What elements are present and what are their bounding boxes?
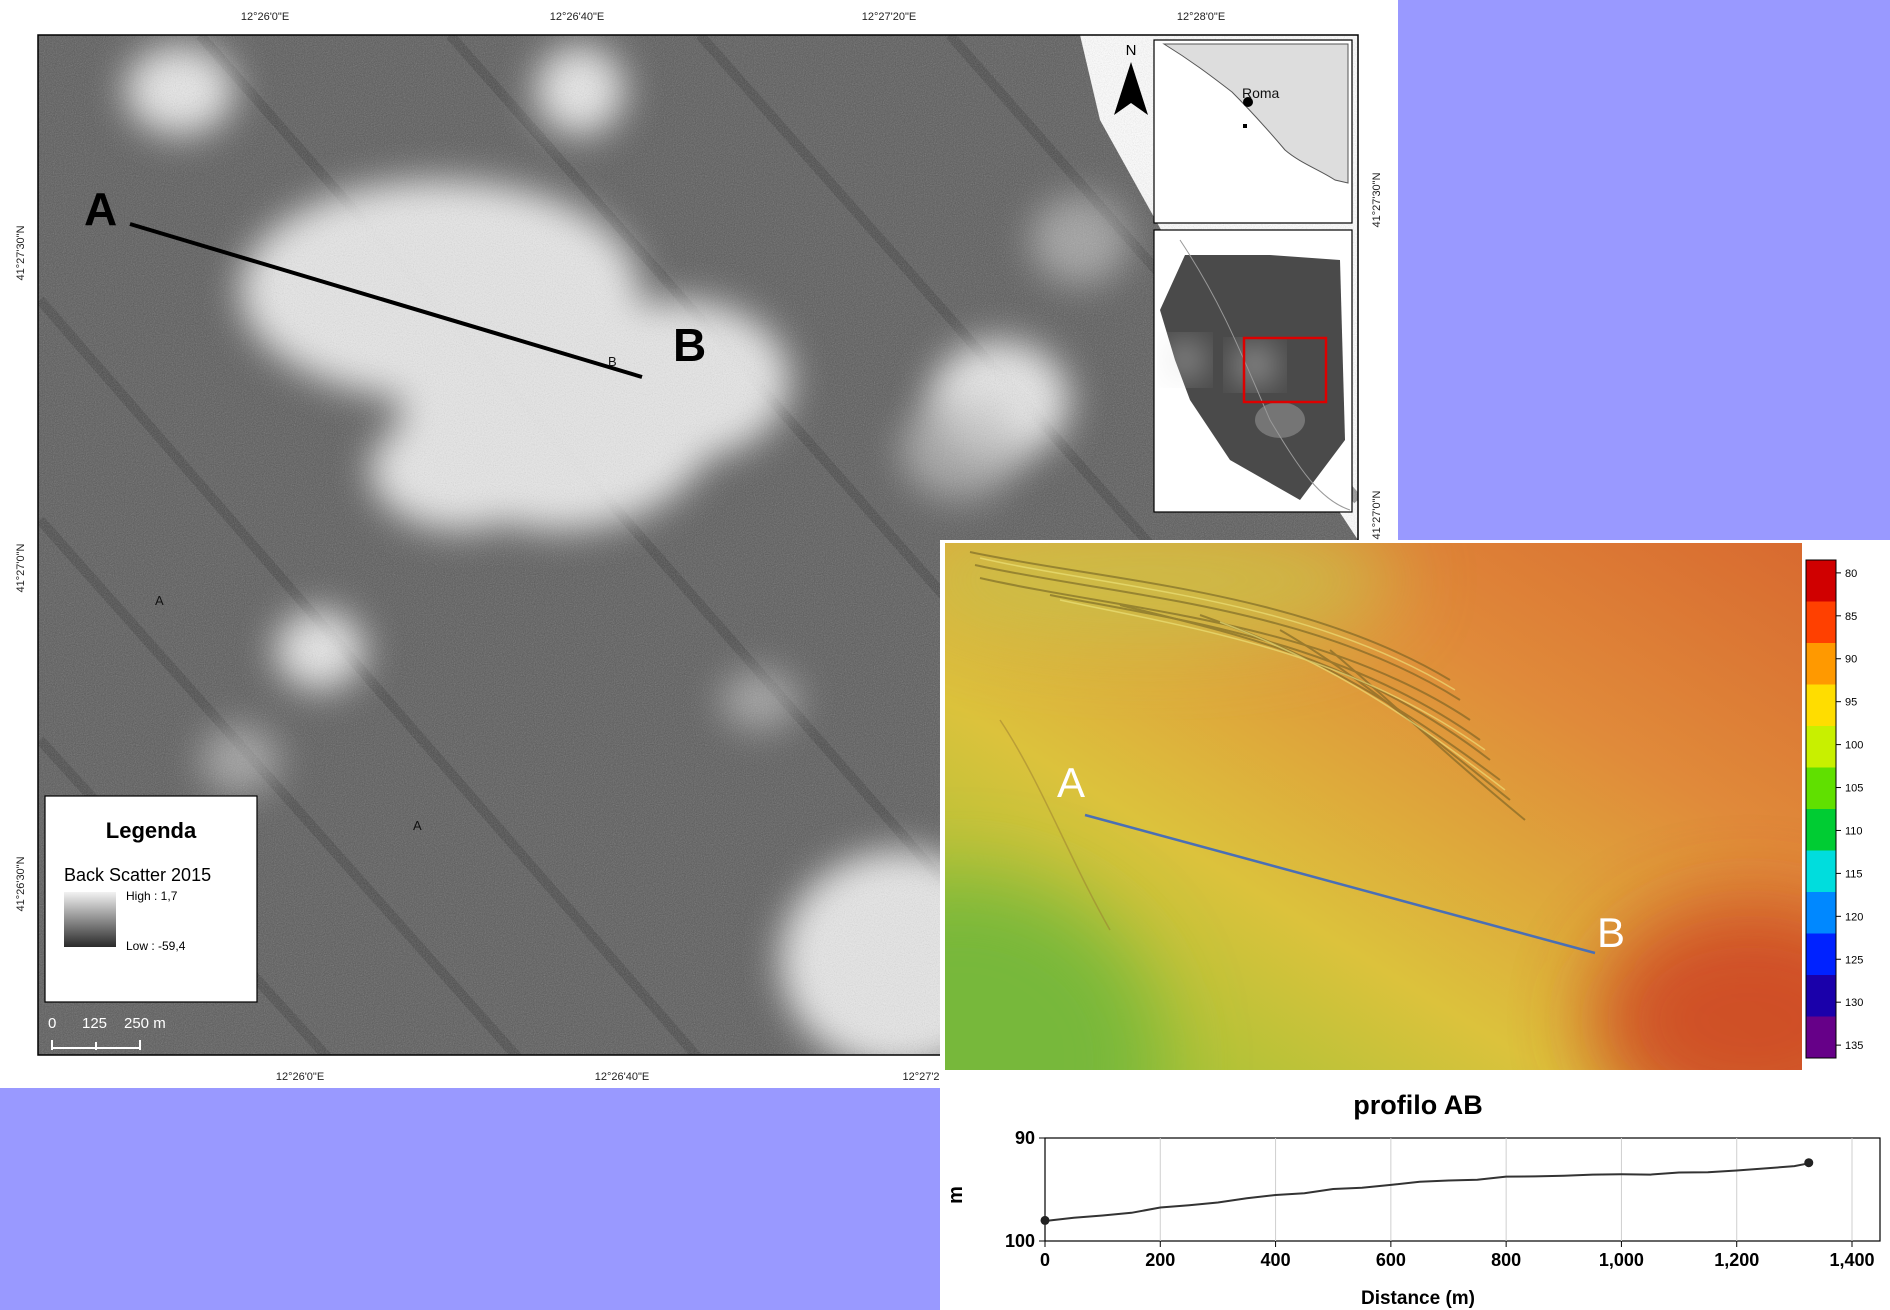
colorbar-segment (1806, 560, 1836, 602)
colorbar-segment (1806, 767, 1836, 810)
bottom-tick-label: 12°26'0"E (276, 1071, 324, 1083)
small-label: B (608, 354, 617, 369)
colorbar-segment (1806, 684, 1836, 727)
left-tick-label: 41°27'30"N (15, 225, 27, 280)
x-tick-label: 1,200 (1714, 1250, 1759, 1270)
inset-location-map: Roma (1153, 39, 1353, 224)
profile-end-point (1804, 1158, 1814, 1168)
colorbar-tick-label: 125 (1845, 954, 1863, 966)
x-tick-label: 400 (1261, 1250, 1291, 1270)
left-tick-label: 41°26'30"N (15, 856, 27, 911)
colorbar-segment (1806, 643, 1836, 685)
x-tick-label: 200 (1145, 1250, 1175, 1270)
legend-low-label: Low : -59,4 (126, 939, 186, 953)
inset-survey-overview (1153, 229, 1353, 513)
colorbar-tick-label: 130 (1845, 997, 1863, 1009)
x-tick-label: 1,000 (1599, 1250, 1644, 1270)
colorbar-tick-label: 135 (1845, 1040, 1863, 1052)
colorbar-segment (1806, 933, 1836, 976)
map-legend: Legenda Back Scatter 2015 High : 1,7 Low… (44, 795, 258, 1003)
right-tick-label: 41°27'30"N (1371, 172, 1383, 227)
x-tick-label: 0 (1040, 1250, 1050, 1270)
label-a: A (84, 183, 117, 235)
colorbar-segment (1806, 1016, 1836, 1059)
colorbar-tick-label: 105 (1845, 783, 1863, 795)
bottom-tick-label: 12°27'2 (902, 1071, 939, 1083)
north-label: N (1126, 42, 1137, 59)
colorbar-tick-label: 120 (1845, 911, 1863, 923)
inset-city-label: Roma (1242, 85, 1280, 101)
inset-extent-box (1242, 336, 1328, 404)
profile-line-ab-bathy (1084, 813, 1596, 955)
x-tick-label: 600 (1376, 1250, 1406, 1270)
north-arrow-icon: N (1114, 42, 1148, 115)
top-tick-label: 12°27'20"E (862, 11, 916, 23)
scale-label: 0 (48, 1015, 56, 1032)
x-tick-label: 800 (1491, 1250, 1521, 1270)
legend-color-ramp (64, 892, 116, 947)
city-marker-icon (1243, 97, 1253, 107)
colorbar-tick-label: 85 (1845, 611, 1857, 623)
x-axis-label: Distance (m) (1361, 1288, 1475, 1309)
left-tick-label: 41°27'0"N (15, 543, 27, 592)
x-tick-label: 1,400 (1829, 1250, 1874, 1270)
bathy-label-b: B (1597, 909, 1625, 956)
label-b: B (673, 319, 706, 371)
profile-chart: profilo AB m Distance (m) 0 200 400 600 800 1… (945, 1090, 1881, 1309)
legend-title: Legenda (106, 818, 197, 843)
y-tick-label: 100 (1005, 1231, 1035, 1251)
colorbar-tick-label: 90 (1845, 654, 1857, 666)
colorbar-tick-label: 110 (1845, 825, 1863, 837)
y-tick-label: 90 (1015, 1128, 1035, 1148)
scale-label: 250 m (124, 1015, 166, 1032)
right-tick-label: 41°27'0"N (1371, 490, 1383, 539)
top-tick-label: 12°26'0"E (241, 11, 289, 23)
chart-title: profilo AB (1353, 1090, 1482, 1120)
scale-label: 125 (82, 1015, 107, 1032)
colorbar-tick-label: 95 (1845, 697, 1857, 709)
plot-area (1044, 1137, 1881, 1242)
bottom-tick-label: 12°26'40"E (595, 1071, 649, 1083)
colorbar-segment (1806, 809, 1836, 851)
profile-series-line (1044, 1162, 1809, 1222)
colorbar-tick-label: 100 (1845, 740, 1863, 752)
top-tick-label: 12°26'40"E (550, 11, 604, 23)
profile-start-point (1040, 1215, 1050, 1225)
colorbar-segment (1806, 601, 1836, 644)
colorbar-segment (1806, 850, 1836, 893)
depth-colorbar: 80 85 90 95 100 105 110 115 120 125 130 135 (1805, 559, 1863, 1059)
y-axis-label: m (945, 1186, 967, 1204)
legend-high-label: High : 1,7 (126, 889, 178, 903)
colorbar-tick-label: 115 (1845, 868, 1863, 880)
colorbar-segment (1806, 726, 1836, 768)
profile-line-ab (129, 222, 643, 379)
colorbar-segment (1806, 975, 1836, 1017)
legend-layer-name: Back Scatter 2015 (64, 865, 211, 885)
bathy-label-a: A (1057, 759, 1085, 806)
small-label: A (413, 818, 422, 833)
colorbar-tick-label: 80 (1845, 568, 1857, 580)
small-label: A (155, 593, 164, 608)
top-tick-label: 12°28'0"E (1177, 11, 1225, 23)
colorbar-segment (1806, 892, 1836, 934)
bathymetry-raster (945, 543, 1802, 1070)
scale-bar: 0 125 250 m (48, 1015, 166, 1050)
